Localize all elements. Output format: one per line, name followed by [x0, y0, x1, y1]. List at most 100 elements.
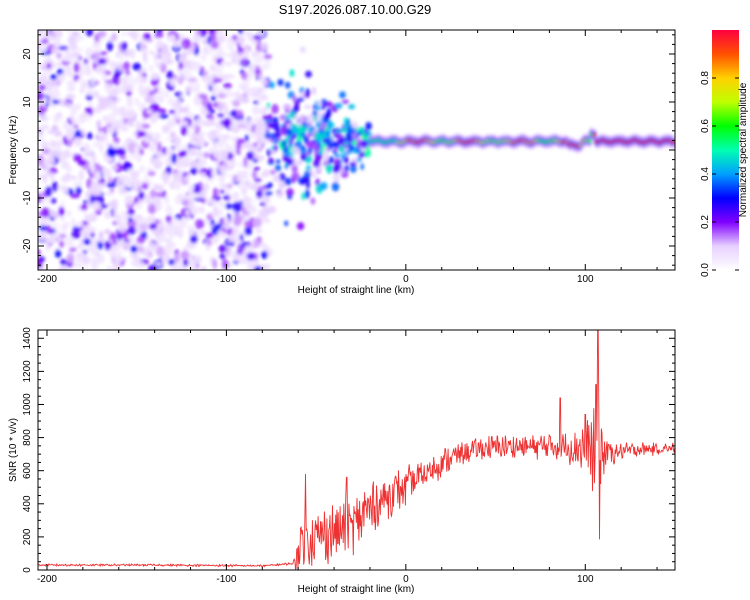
spectrogram-cell [92, 61, 97, 71]
spectrogram-cell [322, 103, 327, 108]
spectrogram-cell [341, 99, 350, 104]
spectrogram-cell [59, 216, 65, 221]
spectrogram-cell [121, 188, 129, 193]
spectrogram-cell [267, 113, 273, 120]
spectrogram-cell [66, 139, 73, 148]
spectrogram-cell [128, 217, 133, 222]
spectrogram-cell [217, 113, 225, 118]
spectrogram-y-ticks: -20 -10 0 10 20 [22, 34, 675, 266]
spectrogram-cell [269, 81, 275, 89]
spectrogram-cell [311, 172, 317, 179]
spectrogram-cell [207, 130, 217, 141]
spectrogram-cell [38, 105, 45, 115]
spectrogram-cell [119, 175, 129, 180]
spectrogram-cell [338, 137, 345, 144]
spectrogram-cell [223, 194, 230, 201]
spectrogram-cell [315, 121, 321, 128]
spectrogram-cell [229, 124, 237, 131]
spectrogram-cell [296, 135, 303, 142]
spectrogram-cell [145, 236, 154, 242]
spectrogram-cell [167, 97, 175, 106]
spectrogram-cell [108, 98, 118, 105]
y-tick-label: 1000 [22, 393, 33, 416]
spectrogram-cell [203, 218, 210, 225]
spectrogram-cell [256, 188, 263, 199]
spectrogram-cell [153, 183, 159, 191]
spectrogram-cell [105, 140, 110, 148]
spectrogram-cell [73, 137, 82, 147]
spectrogram-cell [244, 134, 250, 142]
spectrogram-cell [53, 36, 61, 46]
spectrogram-cell [179, 94, 185, 99]
spectrogram-cell [127, 226, 137, 235]
spectrogram-cell [219, 183, 230, 188]
y-tick-label: 800 [22, 429, 33, 446]
spectrogram-cell [94, 67, 105, 74]
spectrogram-cell [147, 170, 156, 177]
spectrogram-cell [259, 95, 269, 101]
spectrogram-cell [229, 110, 237, 117]
spectrogram-cell [178, 107, 189, 113]
spectrogram-cell [186, 193, 195, 202]
spectrogram-cell [228, 263, 234, 268]
spectrogram-cell [83, 199, 89, 205]
spectrogram-cell [69, 43, 78, 51]
spectrogram-cell [38, 133, 44, 143]
spectrogram-cell [70, 193, 81, 199]
spectrogram-cell [347, 146, 352, 155]
spectrogram-cell [313, 132, 322, 140]
y-tick-label: -10 [22, 190, 33, 205]
spectrogram-cell [169, 78, 177, 87]
spectrogram-cell [263, 79, 269, 86]
spectrogram-cell [233, 215, 242, 227]
spectrogram-cell [83, 238, 92, 246]
spectrogram-cell [179, 219, 188, 228]
spectrogram-cell [283, 151, 291, 157]
spectrogram-cell [360, 163, 365, 171]
spectrogram-cell [92, 41, 98, 47]
spectrogram-cell [226, 90, 232, 98]
spectrogram-cell [151, 132, 156, 137]
spectrogram-cell [61, 223, 66, 229]
spectrogram-cell [360, 139, 368, 149]
spectrogram-cell [350, 165, 357, 173]
spectrogram-cell [260, 263, 271, 269]
spectrogram-cell [253, 166, 261, 171]
spectrogram-cell [263, 54, 273, 60]
spectrogram-cell [54, 91, 59, 97]
colorbar-label: Normalized spectral amplitude [738, 82, 749, 217]
spectrogram-cell [166, 118, 177, 128]
spectrogram-cell [258, 108, 268, 115]
spectrogram-cell [139, 165, 145, 173]
spectrogram-cell [147, 250, 153, 259]
spectrogram-cell [125, 91, 132, 97]
spectrogram-cell [312, 86, 316, 96]
spectrogram-cell [269, 123, 275, 129]
spectrogram-cell [71, 56, 79, 62]
spectrogram-cell [106, 182, 117, 188]
spectrogram-cell [188, 77, 198, 82]
spectrogram-cell [272, 175, 281, 182]
spectrogram-cell [231, 35, 238, 40]
colorbar-gradient [712, 30, 739, 270]
spectrogram-cell [284, 177, 292, 186]
x-tick-label: 100 [577, 574, 594, 585]
spectrogram-cell [356, 139, 363, 148]
spectrogram-cell [153, 52, 159, 63]
spectrogram-cell [216, 123, 224, 131]
spectrogram-cell [58, 206, 65, 217]
spectrogram-cell [38, 249, 41, 256]
spectrogram-cell [291, 134, 297, 140]
spectrogram-cell [121, 125, 128, 132]
spectrogram-cell [127, 208, 135, 216]
spectrogram-cell [287, 194, 293, 200]
spectrogram-cell [212, 138, 217, 148]
spectrogram-cell [144, 93, 154, 104]
spectrogram-cell [207, 102, 212, 113]
spectrogram-cell [157, 141, 162, 153]
spectrogram-cell [172, 264, 181, 270]
spectrogram-cell [38, 47, 48, 53]
spectrogram-cell [274, 164, 282, 172]
spectrogram-cell [343, 141, 349, 146]
